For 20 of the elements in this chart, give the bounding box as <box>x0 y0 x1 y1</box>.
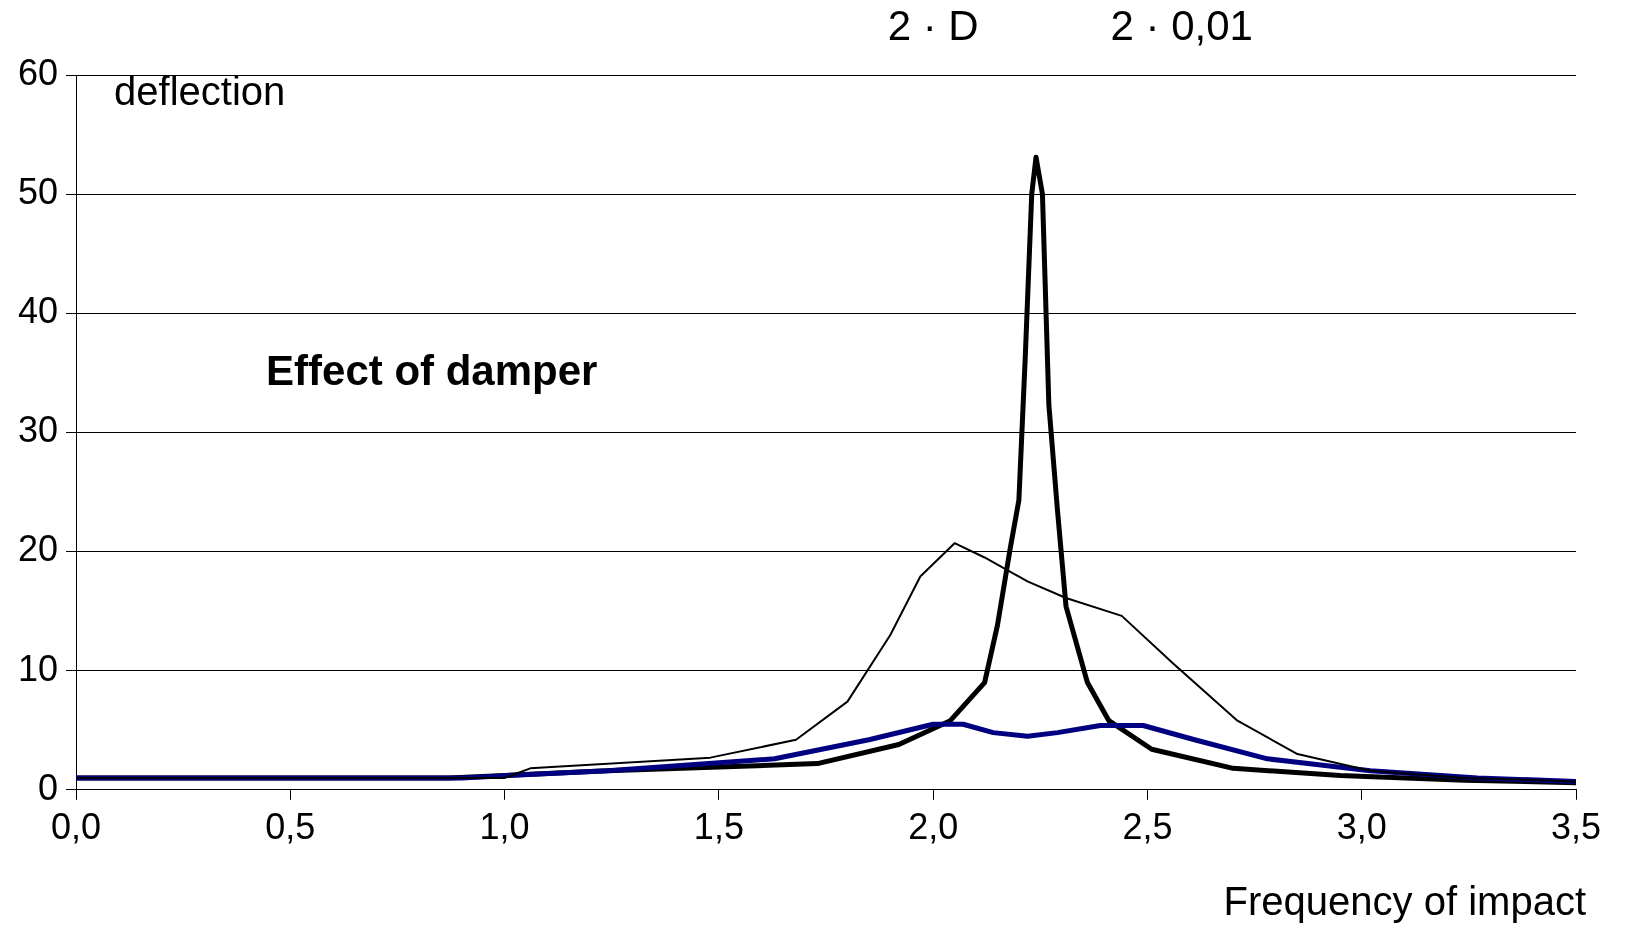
y-tick-label: 20 <box>18 528 59 570</box>
text: 2 · D <box>887 2 979 49</box>
y-tick-label: 50 <box>18 171 59 213</box>
text: 2 · 0,01 <box>1110 2 1253 49</box>
y-tick-label: 10 <box>18 647 59 689</box>
y-tick-label: 0 <box>38 766 59 808</box>
x-axis-title: Frequency of impact <box>1223 878 1586 923</box>
x-tick-label: 1,0 <box>479 806 530 848</box>
x-tick-label: 2,0 <box>908 806 959 848</box>
y-tick-label: 40 <box>18 290 59 332</box>
annotation: Effect of damper <box>266 347 598 394</box>
x-tick-label: 3,0 <box>1336 806 1387 848</box>
y-tick-label: 60 <box>18 51 59 93</box>
y-tick-label: 30 <box>18 409 59 451</box>
y-axis-title: deflection <box>114 69 286 113</box>
x-tick-label: 3,5 <box>1550 806 1602 848</box>
x-tick-label: 2,5 <box>1122 806 1173 848</box>
x-tick-label: 0,0 <box>51 806 102 848</box>
x-tick-label: 0,5 <box>265 806 316 848</box>
x-tick-label: 1,5 <box>693 806 744 848</box>
